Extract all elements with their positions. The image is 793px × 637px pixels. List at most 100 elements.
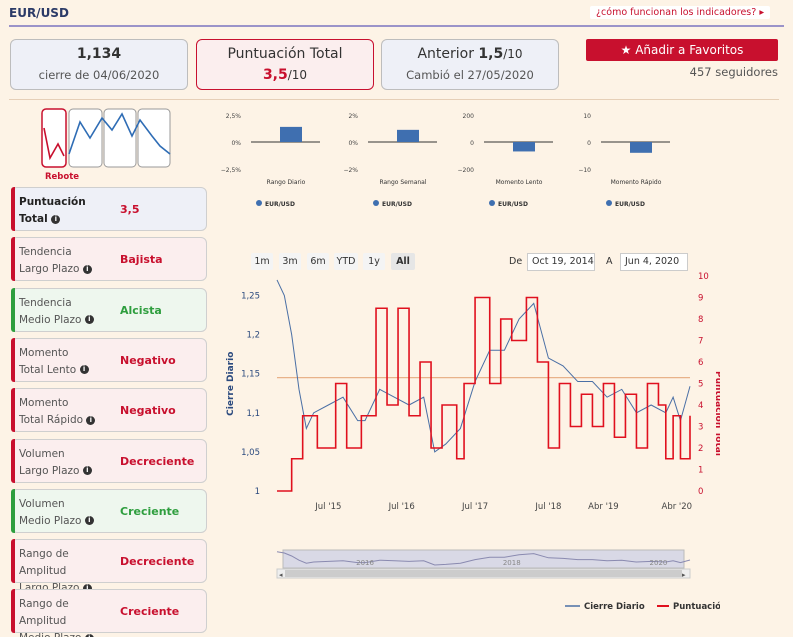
indicator-card[interactable]: Momento Total Rápido i Negativo bbox=[11, 388, 207, 433]
total-score-card: Puntuación Total 3,5/10 bbox=[196, 39, 374, 90]
range-button-1m[interactable]: 1m bbox=[251, 253, 273, 270]
indicator-label: Tendencia Largo Plazo i bbox=[19, 244, 119, 278]
indicator-label-line1: Rango de Amplitud bbox=[19, 548, 69, 578]
pattern-label: Rebote bbox=[45, 172, 80, 182]
right-ytick-label: 9 bbox=[698, 294, 703, 304]
x-tick-label: Abr '20 bbox=[662, 502, 693, 512]
indicator-card[interactable]: Rango de Amplitud Largo Plazo i Decrecient… bbox=[11, 539, 207, 594]
previous-score-card: Anterior 1,5/10 Cambió el 27/05/2020 bbox=[381, 39, 559, 90]
info-icon[interactable]: i bbox=[82, 264, 92, 274]
indicator-value: Creciente bbox=[120, 504, 180, 518]
range-button-1y[interactable]: 1y bbox=[363, 253, 385, 270]
instrument-title: EUR/USD bbox=[9, 6, 69, 20]
indicator-label-line1: Rango de Amplitud bbox=[19, 598, 69, 628]
indicator-value: Negativo bbox=[120, 404, 176, 418]
indicator-label-line2: Largo Plazo bbox=[19, 464, 80, 477]
indicator-card[interactable]: Puntuación Total i 3,5 bbox=[11, 187, 207, 231]
indicator-label-line2: Medio Plazo bbox=[19, 514, 82, 527]
info-icon[interactable]: i bbox=[84, 315, 94, 325]
indicator-label-line1: Volumen bbox=[19, 497, 65, 510]
indicator-value: Negativo bbox=[120, 353, 176, 367]
to-date-input[interactable]: Jun 4, 2020 bbox=[620, 253, 688, 271]
pattern-thumbnails bbox=[41, 108, 171, 168]
score-line bbox=[277, 296, 691, 492]
right-axis-title: Puntuación Total bbox=[713, 371, 720, 456]
mini-legend-label: EUR/USD bbox=[498, 201, 528, 208]
right-ytick-label: 5 bbox=[698, 380, 703, 390]
info-icon[interactable]: i bbox=[82, 466, 92, 475]
indicator-card[interactable]: Tendencia Medio Plazo i Alcista bbox=[11, 287, 207, 332]
range-button-ytd[interactable]: YTD bbox=[334, 253, 358, 270]
indicator-label: Rango de Amplitud Medio Plazo i bbox=[19, 596, 119, 637]
indicator-status-bar bbox=[11, 237, 15, 282]
mini-legend-label: EUR/USD bbox=[382, 201, 412, 208]
legend-close-label: Cierre Diario bbox=[584, 602, 645, 612]
mini-chart-title: Momento Rápido bbox=[611, 179, 662, 186]
indicator-status-bar bbox=[11, 589, 15, 634]
mini-ytick-label: −200 bbox=[458, 167, 475, 174]
indicator-value: Creciente bbox=[120, 605, 180, 619]
indicator-status-bar bbox=[11, 187, 15, 231]
right-ytick-label: 7 bbox=[698, 337, 703, 347]
mini-bar bbox=[397, 129, 419, 142]
add-favorites-label: Añadir a Favoritos bbox=[635, 43, 744, 57]
indicator-status-bar bbox=[11, 488, 15, 533]
indicator-card[interactable]: Tendencia Largo Plazo i Bajista bbox=[11, 237, 207, 282]
indicator-card[interactable]: Rango de Amplitud Medio Plazo i Creciente bbox=[11, 589, 207, 637]
left-ytick-label: 1,2 bbox=[246, 331, 260, 341]
indicator-status-bar bbox=[11, 539, 15, 584]
right-ytick-label: 0 bbox=[698, 487, 703, 497]
indicator-label-line2: Total bbox=[19, 213, 48, 225]
mini-legend-marker bbox=[606, 200, 612, 206]
x-tick-label: Jul '17 bbox=[461, 502, 488, 512]
mini-ytick-label: 0% bbox=[231, 140, 241, 147]
mini-ytick-label: 2% bbox=[348, 113, 358, 120]
pattern-card-selected[interactable] bbox=[41, 108, 67, 168]
indicator-status-bar bbox=[11, 388, 15, 433]
indicator-card[interactable]: Momento Total Lento i Negativo bbox=[11, 337, 207, 382]
pattern-card[interactable] bbox=[103, 108, 137, 168]
range-button-3m[interactable]: 3m bbox=[279, 253, 301, 270]
add-favorites-button[interactable]: ★ Añadir a Favoritos bbox=[586, 39, 778, 61]
right-ytick-label: 10 bbox=[698, 272, 709, 282]
pattern-card[interactable] bbox=[68, 108, 103, 168]
indicator-card[interactable]: Volumen Medio Plazo i Creciente bbox=[11, 488, 207, 533]
x-tick-label: Jul '16 bbox=[388, 502, 415, 512]
mini-ytick-label: −2% bbox=[343, 167, 358, 174]
previous-score-value: 1,5 bbox=[478, 46, 504, 62]
followers-count: 457 seguidores bbox=[689, 65, 778, 79]
to-label: A bbox=[606, 256, 613, 267]
range-button-all[interactable]: All bbox=[391, 253, 415, 270]
navigator-label: 2018 bbox=[503, 559, 521, 567]
navigator-scroll-thumb[interactable] bbox=[285, 570, 682, 577]
info-icon[interactable]: i bbox=[84, 516, 94, 526]
info-icon[interactable]: i bbox=[51, 214, 61, 224]
help-link-label: ¿cómo funcionan los indicadores? bbox=[596, 7, 757, 18]
last-close-card: 1,134 cierre de 04/06/2020 bbox=[10, 39, 188, 90]
mini-legend-marker bbox=[256, 200, 262, 206]
range-button-6m[interactable]: 6m bbox=[307, 253, 329, 270]
help-link[interactable]: ¿cómo funcionan los indicadores? ▸ bbox=[590, 6, 771, 19]
info-icon[interactable]: i bbox=[84, 633, 94, 637]
mini-legend-label: EUR/USD bbox=[265, 201, 295, 208]
info-icon[interactable]: i bbox=[79, 365, 89, 375]
info-icon[interactable]: i bbox=[86, 415, 96, 425]
mini-chart-2: 2% 0% −2% Rango Semanal EUR/USD bbox=[343, 113, 437, 208]
indicator-label: Momento Total Lento i bbox=[19, 345, 119, 379]
mini-chart-title: Momento Lento bbox=[496, 179, 543, 186]
indicator-label-line2: Medio Plazo bbox=[19, 632, 81, 637]
mini-ytick-label: 0% bbox=[348, 140, 358, 147]
star-icon: ★ bbox=[620, 43, 632, 57]
last-close-value: 1,134 bbox=[76, 46, 122, 62]
left-ytick-label: 1,25 bbox=[241, 292, 260, 302]
info-icon[interactable]: i bbox=[82, 583, 92, 593]
rebound-pattern-line bbox=[43, 127, 65, 161]
indicator-card[interactable]: Volumen Largo Plazo i Decreciente bbox=[11, 438, 207, 483]
mini-chart-title: Rango Semanal bbox=[379, 179, 426, 186]
indicator-label-line1: Volumen bbox=[19, 447, 65, 460]
from-date-input[interactable]: Oct 19, 2014 bbox=[527, 253, 595, 271]
total-score-label: Puntuación Total bbox=[227, 46, 343, 62]
left-ytick-label: 1,05 bbox=[241, 448, 260, 458]
indicator-label-line2: Total Rápido bbox=[19, 414, 84, 427]
left-ytick-label: 1 bbox=[255, 487, 260, 497]
